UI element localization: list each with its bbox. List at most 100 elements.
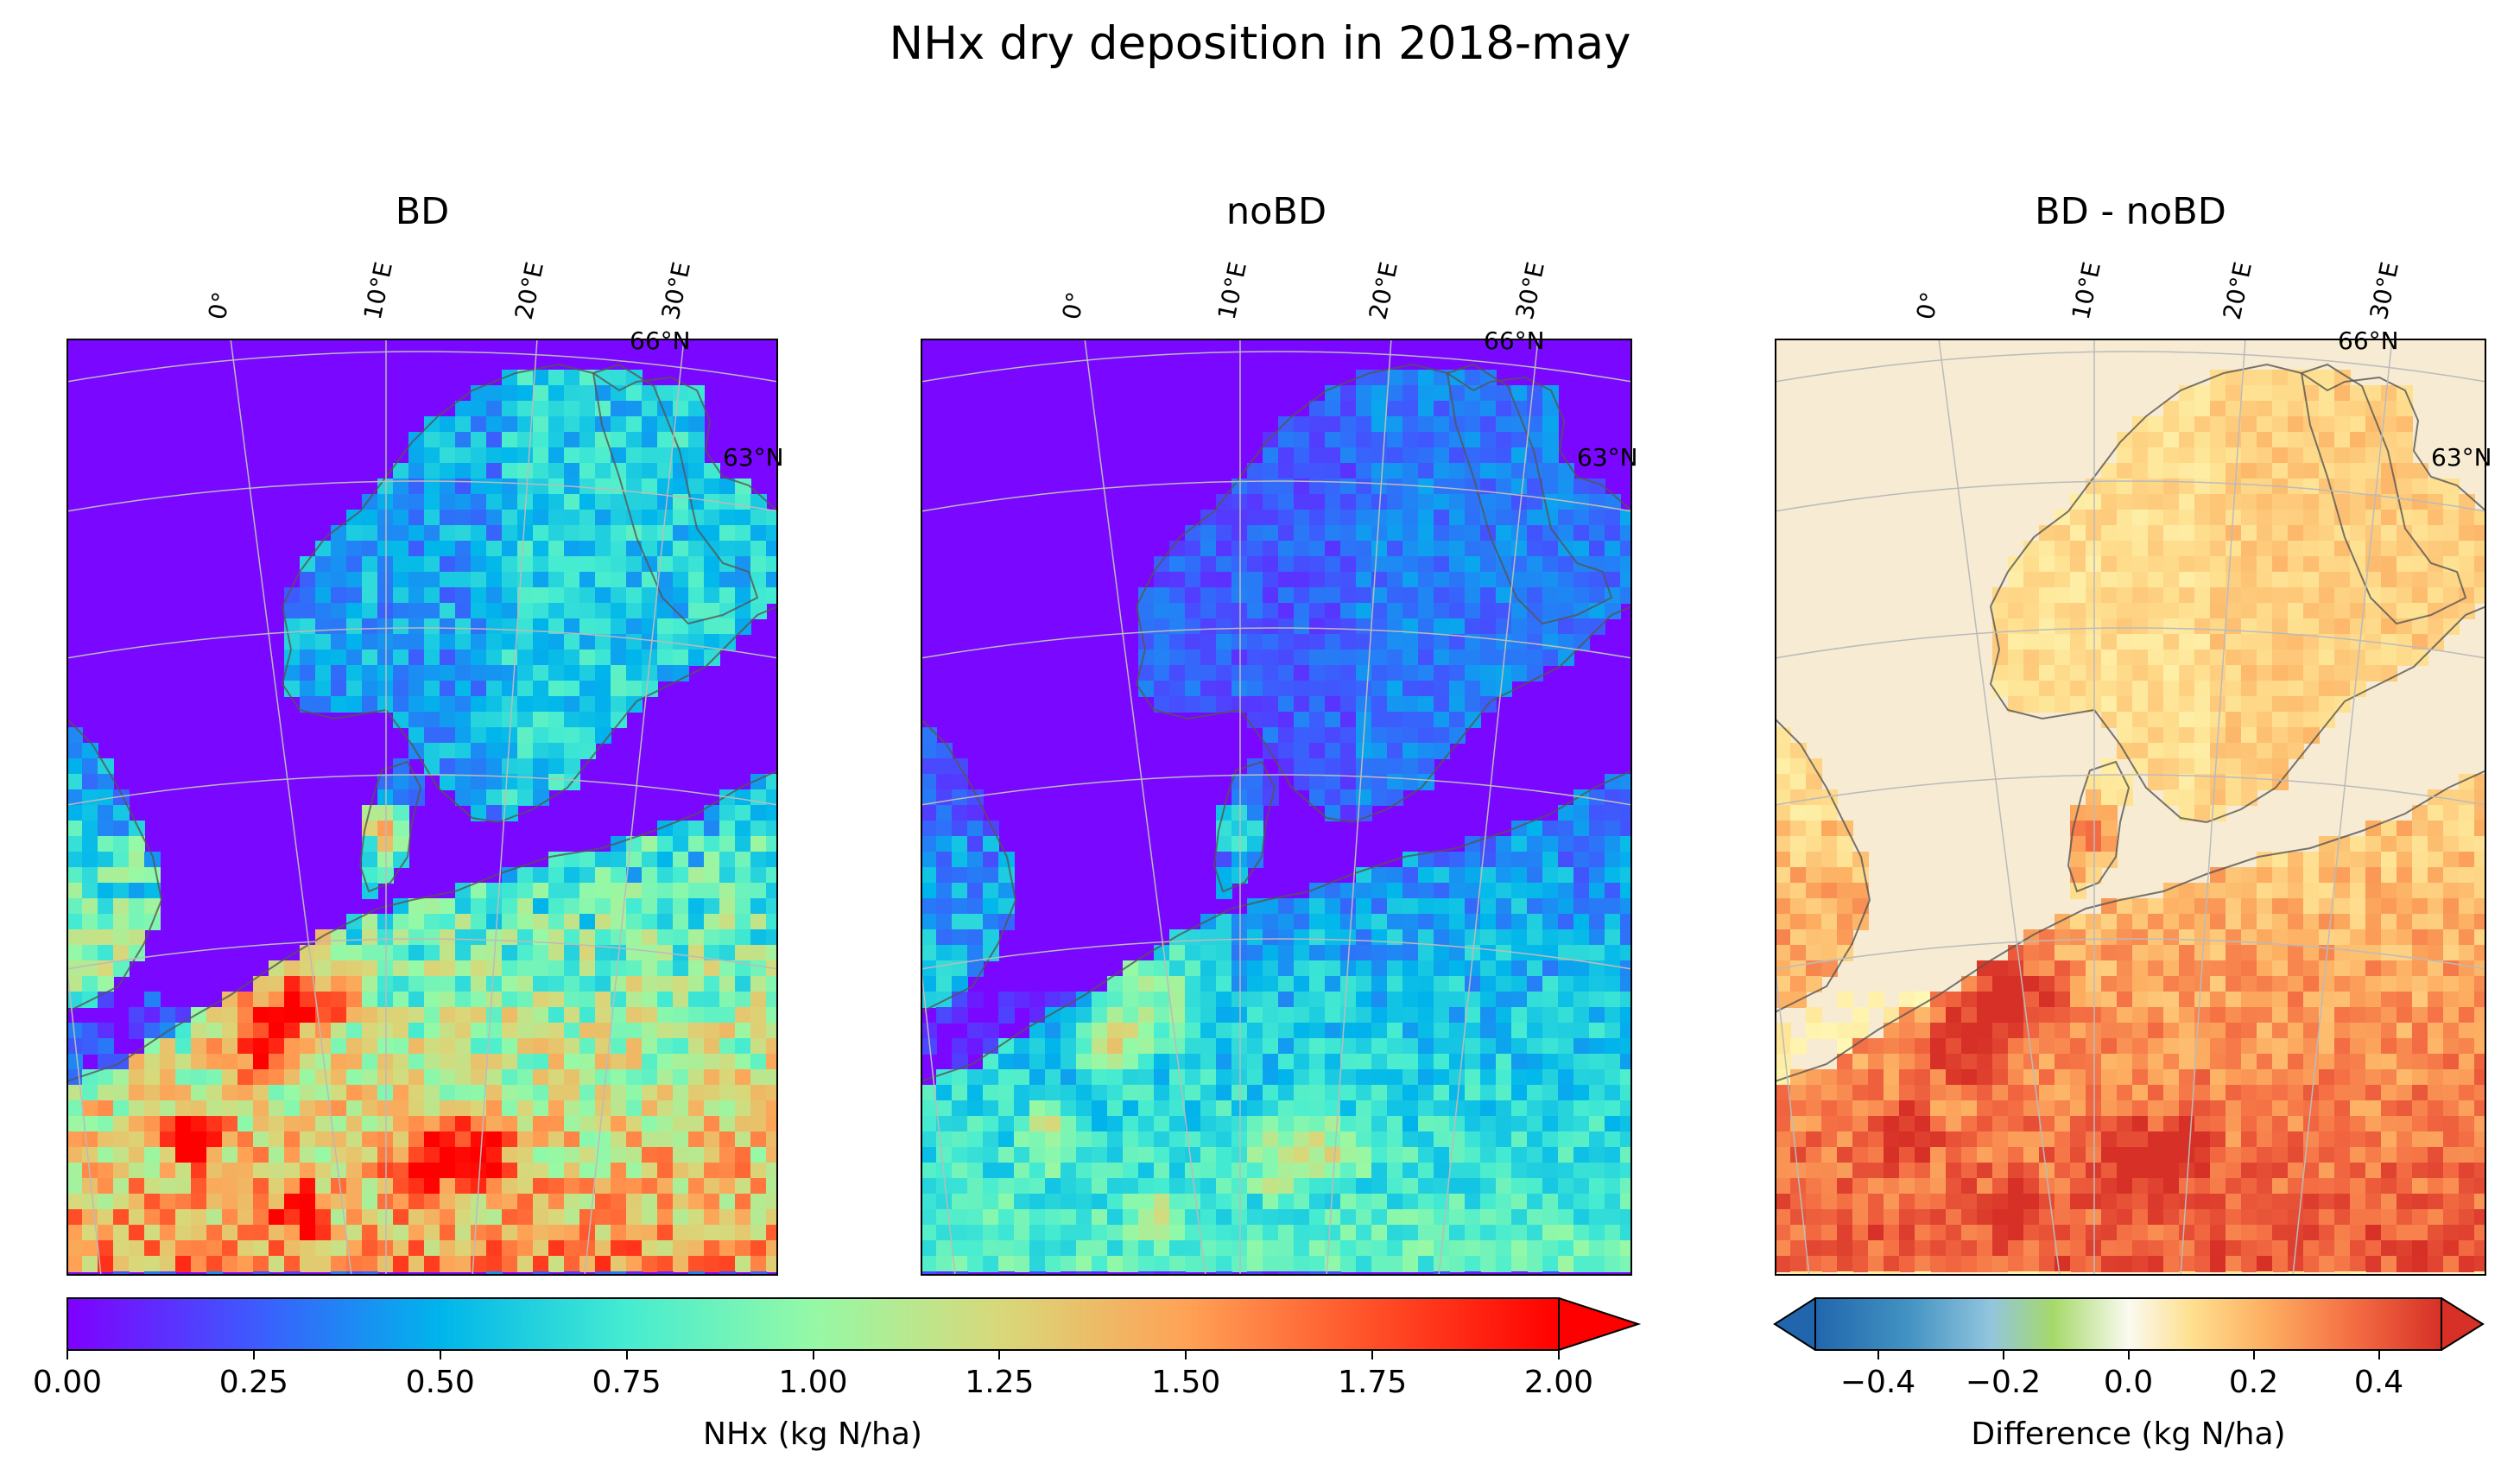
deposition-cell [1418,1007,1434,1024]
deposition-cell [440,432,456,448]
deposition-cell [1775,960,1791,977]
deposition-cell [548,1054,565,1070]
deposition-cell [673,634,689,650]
deposition-cell [1278,1178,1295,1195]
deposition-cell [1527,945,1543,961]
deposition-cell [1605,1209,1621,1226]
deposition-cell [2039,587,2055,604]
deposition-cell [750,1256,767,1272]
deposition-cell [2381,556,2397,573]
deposition-cell [611,525,627,542]
deposition-cell [1200,1131,1217,1148]
deposition-cell [564,696,580,713]
deposition-cell [2179,1038,2195,1055]
deposition-cell [611,681,627,697]
deposition-cell [2272,883,2289,899]
deposition-cell [1014,1209,1030,1226]
deposition-cell [1247,1225,1263,1241]
deposition-cell [455,743,472,759]
deposition-cell [688,1100,705,1117]
deposition-cell [1418,1100,1434,1117]
deposition-cell [2459,541,2475,557]
deposition-cell [2210,1023,2226,1039]
deposition-cell [1387,416,1403,433]
deposition-cell [719,572,736,588]
deposition-cell [936,805,953,821]
deposition-cell [471,572,487,588]
deposition-cell [1340,898,1357,915]
deposition-cell [393,618,409,635]
deposition-cell [1387,914,1403,930]
deposition-cell [2365,572,2382,588]
deposition-cell [673,1240,689,1257]
deposition-cell [1387,992,1403,1008]
deposition-cell [1263,525,1279,542]
deposition-cell [1107,1256,1124,1272]
coastline [1213,760,1276,893]
deposition-cell [595,1163,611,1179]
deposition-cell [1573,805,1590,821]
deposition-cell [1775,914,1791,930]
deposition-cell [471,1054,487,1070]
deposition-cell [1247,1116,1263,1132]
deposition-cell [1837,992,1853,1008]
deposition-cell [1620,1100,1632,1117]
deposition-cell [2101,510,2118,526]
deposition-cell [2194,1054,2211,1070]
deposition-cell [2350,976,2366,992]
deposition-cell [1449,712,1466,728]
deposition-cell [983,883,999,899]
deposition-cell [2241,898,2257,915]
deposition-cell [1402,618,1419,635]
deposition-cell [346,541,363,557]
deposition-cell [921,1271,937,1276]
deposition-cell [1480,1240,1497,1257]
deposition-cell [1605,898,1621,915]
deposition-cell [2350,634,2366,650]
deposition-cell [1527,898,1543,915]
deposition-cell [2257,867,2273,884]
deposition-cell [2039,1116,2055,1132]
deposition-cell [921,1240,937,1257]
deposition-cell [1325,945,1341,961]
deposition-cell [2210,401,2226,417]
deposition-cell [719,1100,736,1117]
deposition-cell [175,1256,192,1272]
deposition-cell [2179,432,2195,448]
deposition-cell [2412,510,2428,526]
deposition-cell [533,525,549,542]
deposition-cell [98,992,114,1008]
deposition-cell [1263,1116,1279,1132]
deposition-cell [2241,1069,2257,1086]
deposition-cell [1527,401,1543,417]
deposition-cell [2459,789,2475,806]
deposition-cell [253,1054,269,1070]
deposition-cell [113,1131,130,1148]
deposition-cell [517,634,534,650]
deposition-cell [1434,401,1450,417]
deposition-cell [2350,898,2366,915]
deposition-cell [1573,1131,1590,1148]
deposition-cell [595,587,611,604]
deposition-cell [455,650,472,666]
deposition-cell [1573,478,1590,495]
deposition-cell [1371,432,1388,448]
deposition-cell [2008,587,2024,604]
deposition-cell [579,1069,596,1086]
deposition-cell [2428,1054,2444,1070]
deposition-cell [533,541,549,557]
deposition-cell [1356,945,1372,961]
deposition-cell [673,1116,689,1132]
deposition-cell [1480,945,1497,961]
deposition-cell [967,883,984,899]
deposition-cell [2194,463,2211,479]
deposition-cell [1154,618,1170,635]
deposition-cell [642,1100,658,1117]
deposition-cell [688,914,705,930]
deposition-cell [642,401,658,417]
deposition-cell [611,883,627,899]
deposition-cell [1589,1178,1605,1195]
deposition-cell [1340,681,1357,697]
deposition-cell [1992,1038,2009,1055]
deposition-cell [502,758,518,775]
